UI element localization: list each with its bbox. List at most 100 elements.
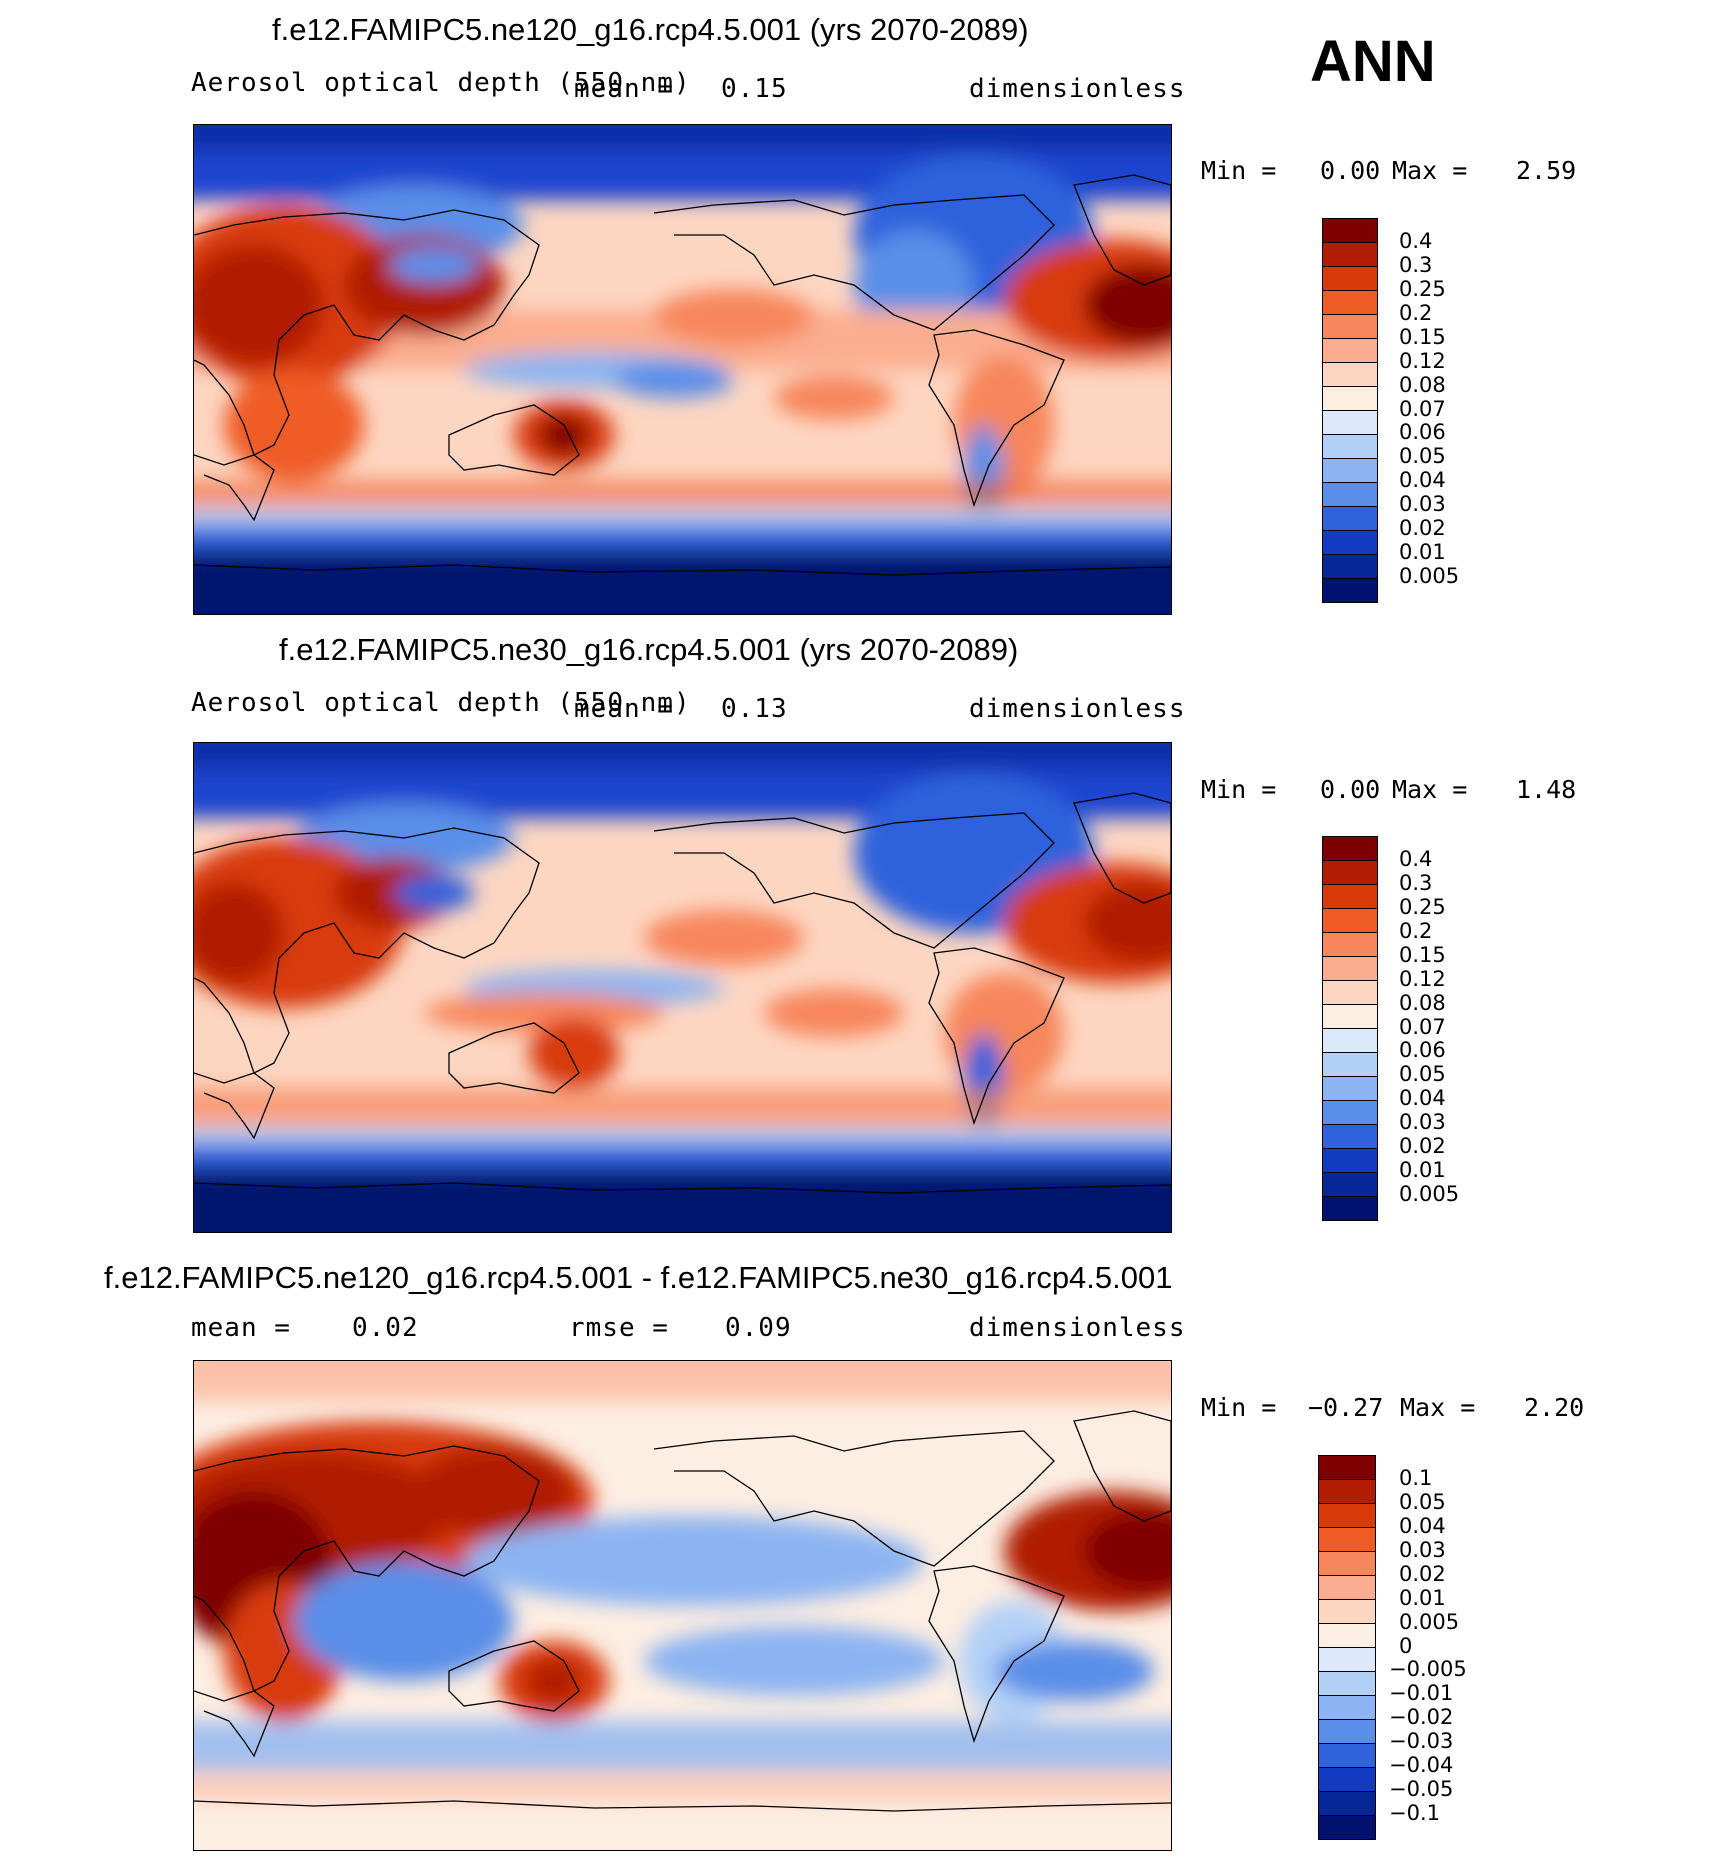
colorbar-label: 0.06 xyxy=(1399,420,1446,445)
colorbar-label: 0 xyxy=(1399,1633,1413,1658)
colorbar-swatch xyxy=(1323,387,1377,411)
colorbar-label: 0.3 xyxy=(1399,870,1433,895)
colorbar-swatch xyxy=(1319,1528,1375,1552)
panel3-rmse-value: 0.09 xyxy=(725,1313,792,1343)
colorbar-swatch xyxy=(1319,1456,1375,1480)
colorbar-label: 0.2 xyxy=(1399,918,1433,943)
colorbar-label: 0.3 xyxy=(1399,252,1433,277)
colorbar-swatch xyxy=(1323,885,1377,909)
colorbar-label: −0.05 xyxy=(1389,1777,1454,1802)
colorbar-swatch xyxy=(1319,1768,1375,1792)
colorbar-label: 0.02 xyxy=(1399,1561,1446,1586)
colorbar-swatch xyxy=(1323,909,1377,933)
colorbar-label: −0.1 xyxy=(1389,1801,1440,1826)
panel3-min-label: Min = xyxy=(1201,1393,1277,1422)
panel1-max-value: 2.59 xyxy=(1516,156,1577,185)
panel1-min-label: Min = xyxy=(1201,156,1277,185)
panel2-min-label: Min = xyxy=(1201,775,1277,804)
colorbar-label: −0.005 xyxy=(1389,1657,1467,1682)
panel2-max-label: Max = xyxy=(1392,775,1468,804)
panel3-mean-value: 0.02 xyxy=(352,1313,419,1343)
colorbar-label: 0.005 xyxy=(1399,1609,1460,1634)
panel3-units: dimensionless xyxy=(969,1313,1186,1343)
colorbar-label: 0.02 xyxy=(1399,516,1446,541)
panel2-min-value: 0.00 xyxy=(1320,775,1381,804)
colorbar-swatch xyxy=(1323,219,1377,243)
colorbar-swatch xyxy=(1319,1504,1375,1528)
panel1-mean-value: 0.15 xyxy=(721,74,788,104)
colorbar-label: 0.15 xyxy=(1399,324,1446,349)
panel3-map xyxy=(193,1360,1172,1851)
colorbar-swatch xyxy=(1323,579,1377,602)
colorbar-label: 0.06 xyxy=(1399,1038,1446,1063)
colorbar-label: 0.08 xyxy=(1399,372,1446,397)
panel2-units: dimensionless xyxy=(969,694,1186,724)
colorbar-swatch xyxy=(1323,1101,1377,1125)
colorbar-label: 0.25 xyxy=(1399,276,1446,301)
colorbar-swatch xyxy=(1323,1149,1377,1173)
colorbar-label: 0.07 xyxy=(1399,1014,1446,1039)
colorbar-swatch xyxy=(1323,1197,1377,1220)
colorbar-swatch xyxy=(1323,1173,1377,1197)
colorbar-label: 0.02 xyxy=(1399,1134,1446,1159)
colorbar-label: 0.05 xyxy=(1399,1062,1446,1087)
colorbar-label: 0.05 xyxy=(1399,1489,1446,1514)
colorbar-swatch xyxy=(1319,1576,1375,1600)
panel3-min-value: −0.27 xyxy=(1308,1393,1384,1422)
colorbar-swatch xyxy=(1319,1552,1375,1576)
colorbar-label: 0.005 xyxy=(1399,1182,1460,1207)
colorbar-swatch xyxy=(1319,1600,1375,1624)
colorbar-swatch xyxy=(1323,291,1377,315)
panel2-mean-label: mean = xyxy=(574,694,674,724)
colorbar-swatch xyxy=(1319,1744,1375,1768)
colorbar-swatch xyxy=(1323,339,1377,363)
panel3-colorbar xyxy=(1318,1455,1376,1840)
colorbar-label: 0.01 xyxy=(1399,1158,1446,1183)
colorbar-swatch xyxy=(1323,837,1377,861)
colorbar-swatch xyxy=(1319,1792,1375,1816)
colorbar-label: 0.01 xyxy=(1399,540,1446,565)
colorbar-label: 0.005 xyxy=(1399,564,1460,589)
colorbar-swatch xyxy=(1323,1005,1377,1029)
colorbar-swatch xyxy=(1319,1696,1375,1720)
colorbar-swatch xyxy=(1323,957,1377,981)
panel2-variable: Aerosol optical depth (550 nm) xyxy=(191,688,691,718)
panel1-min-value: 0.00 xyxy=(1320,156,1381,185)
colorbar-label: 0.01 xyxy=(1399,1585,1446,1610)
panel2-title: f.e12.FAMIPC5.ne30_g16.rcp4.5.001 (yrs 2… xyxy=(279,632,1019,667)
colorbar-swatch xyxy=(1323,981,1377,1005)
panel2-map xyxy=(193,742,1172,1233)
colorbar-swatch xyxy=(1323,555,1377,579)
panel3-max-value: 2.20 xyxy=(1524,1393,1585,1422)
colorbar-label: 0.25 xyxy=(1399,894,1446,919)
colorbar-label: −0.02 xyxy=(1389,1705,1454,1730)
colorbar-swatch xyxy=(1323,507,1377,531)
panel3-mean-label: mean = xyxy=(191,1313,291,1343)
panel3-rmse-label: rmse = xyxy=(569,1313,669,1343)
panel1-mean-label: mean = xyxy=(574,74,674,104)
colorbar-label: 0.4 xyxy=(1399,846,1433,871)
panel1-map xyxy=(193,124,1172,615)
colorbar-swatch xyxy=(1323,1053,1377,1077)
colorbar-swatch xyxy=(1323,933,1377,957)
season-label: ANN xyxy=(1310,29,1436,94)
panel2-max-value: 1.48 xyxy=(1516,775,1577,804)
colorbar-label: 0.12 xyxy=(1399,966,1446,991)
colorbar-label: 0.05 xyxy=(1399,444,1446,469)
colorbar-label: 0.08 xyxy=(1399,990,1446,1015)
panel2-mean-value: 0.13 xyxy=(721,694,788,724)
colorbar-label: 0.04 xyxy=(1399,1086,1446,1111)
colorbar-label: 0.04 xyxy=(1399,1513,1446,1538)
colorbar-swatch xyxy=(1319,1480,1375,1504)
colorbar-swatch xyxy=(1319,1816,1375,1839)
panel1-colorbar xyxy=(1322,218,1378,603)
colorbar-label: 0.1 xyxy=(1399,1465,1433,1490)
panel1-units: dimensionless xyxy=(969,74,1186,104)
colorbar-label: 0.12 xyxy=(1399,348,1446,373)
colorbar-swatch xyxy=(1323,1029,1377,1053)
colorbar-label: 0.2 xyxy=(1399,300,1433,325)
colorbar-label: 0.07 xyxy=(1399,396,1446,421)
colorbar-swatch xyxy=(1319,1720,1375,1744)
colorbar-swatch xyxy=(1323,267,1377,291)
colorbar-swatch xyxy=(1319,1648,1375,1672)
